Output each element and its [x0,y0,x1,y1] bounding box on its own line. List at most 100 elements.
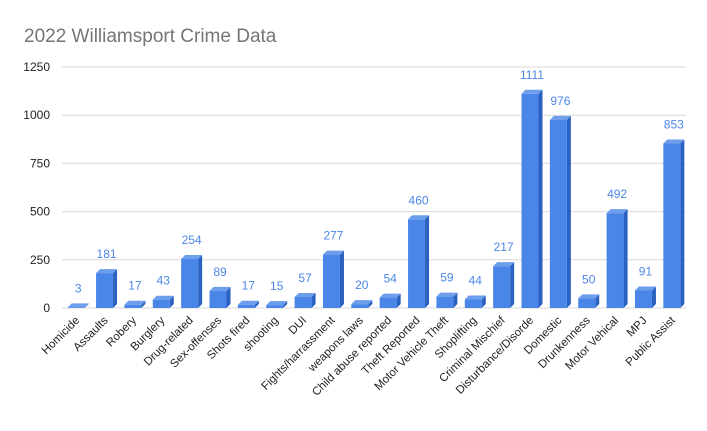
y-axis-ticks: 0 250 500 750 1000 1250 [23,60,50,315]
data-label: 17 [242,279,256,293]
data-label: 277 [323,229,343,243]
y-tick-label: 500 [30,205,50,219]
bar-face [521,93,539,309]
bar-domestic [549,115,571,308]
data-label: 217 [494,240,514,254]
bar-top [606,209,628,214]
bar-face [379,297,397,308]
bar-side [510,262,515,308]
data-label: 460 [409,193,429,207]
bar-drunkenness [578,294,600,308]
bar-side [623,209,628,308]
bar-public-assist [663,139,685,308]
bar-side [425,215,430,308]
data-label: 91 [639,264,653,278]
bar-face [322,254,340,308]
data-label: 17 [128,279,142,293]
bar-motor-vehicle-theft [436,292,458,308]
y-tick-label: 1250 [23,60,50,74]
bar-side [311,293,316,308]
bar-top [578,294,600,299]
bar-face [578,298,596,308]
data-label: 492 [607,187,627,201]
data-label: 976 [550,94,570,108]
bar-top [408,215,430,220]
bar-face [436,296,454,308]
bar-top [266,301,288,306]
bar-top [351,300,373,305]
bar-face [408,219,426,308]
bar-robery [124,300,146,308]
data-label: 89 [213,265,227,279]
bar-side [226,286,231,308]
bar-top [67,303,89,308]
data-label: 54 [384,272,398,286]
bar-face [266,305,284,308]
bar-motor-vehical [606,209,628,308]
bar-disturbance-disorde [521,89,543,309]
data-label: 43 [157,274,171,288]
bar-face [124,304,142,308]
bar-face [237,304,255,308]
data-label: 853 [664,118,684,132]
bar-face [67,307,85,308]
bar-face [209,290,227,308]
bar-top [237,300,259,305]
y-tick-label: 750 [30,156,50,170]
bar-side [538,89,543,309]
bar-face [152,299,170,308]
bar-top [464,295,486,300]
bar-criminal-mischief [493,262,515,308]
data-label: 254 [182,233,202,247]
bar-burglery [152,295,174,308]
bar-dui [294,293,316,308]
bar-shooting [266,301,288,308]
bar-face [181,259,199,308]
chart-title: 2022 Williamsport Crime Data [24,26,277,47]
data-labels: 3 181 17 43 254 89 17 15 57 277 20 54 460 59 44 217 1111… [75,68,684,296]
bar-top [663,139,685,144]
bar-side [481,295,486,308]
bar-child-abuse-reported [379,293,401,308]
bar-sex-offenses [209,286,231,308]
bar-side [84,303,89,308]
bar-top [181,255,203,260]
bar-face [294,297,312,308]
bar-face [96,273,114,308]
bar-top [96,269,118,274]
x-tick-label: Public Assist [624,314,679,369]
bar-side [396,293,401,308]
bar-top [549,115,571,120]
y-tick-label: 1000 [23,108,50,122]
bar-fights-harrassment [322,250,344,308]
bar-side [368,300,373,308]
data-label: 50 [582,272,596,286]
bar-top [209,286,231,291]
bar-shoplifting [464,295,486,308]
bar-top [436,292,458,297]
data-label: 181 [97,247,117,261]
data-label: 59 [440,271,454,285]
bar-face [351,304,369,308]
bar-side [169,295,174,308]
bar-top [521,89,543,94]
bar-weapons-laws [351,300,373,308]
data-label: 20 [355,278,369,292]
data-label: 44 [469,274,483,288]
bar-side [566,115,571,308]
bar-homicide [67,303,89,308]
bar-face [606,213,624,308]
bar-top [124,300,146,305]
y-tick-label: 250 [30,253,50,267]
bar-top [634,286,656,291]
x-tick-label: DUI [287,315,309,337]
bar-side [141,300,146,308]
bar-face [549,119,567,308]
bar-top [152,295,174,300]
x-tick-label: MPJ [625,315,650,340]
bar-face [634,290,652,308]
bar-side [198,255,203,308]
bar-side [113,269,118,308]
bar-side [680,139,685,308]
